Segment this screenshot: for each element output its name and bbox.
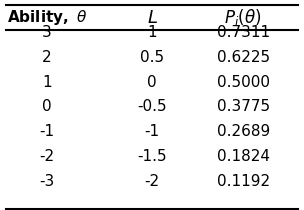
Text: 0.3775: 0.3775 [217,99,270,114]
Text: 0.1192: 0.1192 [217,174,270,189]
Text: -1: -1 [40,124,55,139]
Text: 0.5000: 0.5000 [217,75,270,90]
Text: -1.5: -1.5 [137,149,167,164]
Text: -2: -2 [40,149,55,164]
Text: 0.2689: 0.2689 [216,124,270,139]
Text: 1: 1 [42,75,52,90]
Text: 1: 1 [147,25,157,40]
Text: -0.5: -0.5 [137,99,167,114]
Text: $\boldsymbol{\mathit{L}}$: $\boldsymbol{\mathit{L}}$ [147,9,157,27]
Text: -3: -3 [40,174,55,189]
Text: -1: -1 [144,124,160,139]
Text: $\mathbf{Ability,}\ \mathit{\theta}$: $\mathbf{Ability,}\ \mathit{\theta}$ [7,8,87,27]
Text: 0.5: 0.5 [140,50,164,65]
Text: 0.6225: 0.6225 [217,50,270,65]
Text: 0.7311: 0.7311 [217,25,270,40]
Text: 0.1824: 0.1824 [217,149,270,164]
Text: 0: 0 [147,75,157,90]
Text: -2: -2 [144,174,160,189]
Text: 2: 2 [42,50,52,65]
Text: 3: 3 [42,25,52,40]
Text: 0: 0 [42,99,52,114]
Text: $P_i(\theta)$: $P_i(\theta)$ [224,7,262,28]
